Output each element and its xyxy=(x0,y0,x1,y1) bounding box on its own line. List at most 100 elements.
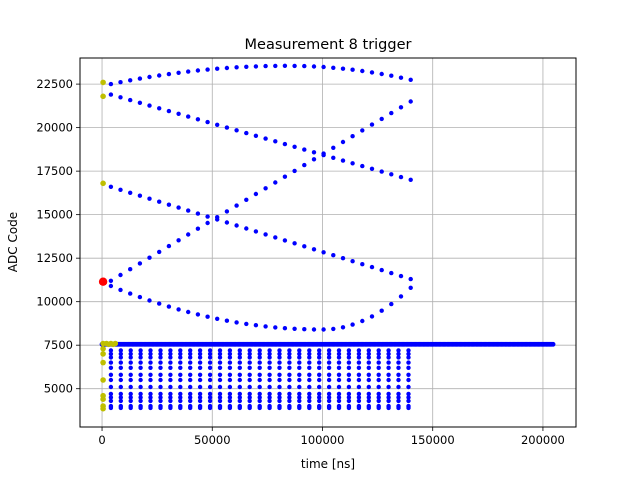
data-point xyxy=(331,145,336,150)
data-point xyxy=(336,395,342,400)
data-point xyxy=(178,365,183,370)
data-point xyxy=(277,398,282,404)
data-point xyxy=(128,97,133,103)
data-point xyxy=(217,372,223,377)
data-point xyxy=(137,100,143,106)
data-point xyxy=(386,365,391,370)
data-point xyxy=(317,405,322,411)
trigger-point xyxy=(98,277,108,286)
data-point xyxy=(217,395,223,400)
data-point xyxy=(118,348,124,353)
data-point xyxy=(346,355,352,360)
data-point xyxy=(297,384,302,390)
data-point xyxy=(336,360,342,365)
data-point xyxy=(406,384,411,390)
data-point xyxy=(267,372,272,377)
data-point xyxy=(227,395,233,400)
data-point xyxy=(346,384,352,390)
highlight-point xyxy=(100,79,106,86)
data-point xyxy=(336,355,342,360)
data-point xyxy=(376,348,381,353)
data-point xyxy=(158,372,163,377)
data-point xyxy=(379,267,384,273)
data-point xyxy=(158,360,163,365)
data-point xyxy=(234,128,239,133)
data-point xyxy=(267,360,272,365)
data-point xyxy=(389,270,394,276)
data-point xyxy=(360,262,365,267)
data-point xyxy=(108,360,114,365)
data-point xyxy=(386,395,391,400)
data-point xyxy=(366,351,371,357)
data-point xyxy=(369,70,375,75)
data-point xyxy=(282,238,288,243)
data-point xyxy=(360,68,365,74)
data-point xyxy=(118,398,124,404)
data-point xyxy=(188,355,193,360)
data-point xyxy=(379,308,384,313)
data-point xyxy=(277,348,282,353)
data-point xyxy=(326,395,332,400)
data-point xyxy=(148,365,153,370)
data-point xyxy=(205,119,210,125)
y-tick-label: 7500 xyxy=(44,338,73,352)
data-point xyxy=(138,377,143,383)
data-point xyxy=(326,365,332,370)
data-point xyxy=(356,348,362,353)
data-point xyxy=(356,395,362,400)
data-point xyxy=(118,351,124,357)
data-point xyxy=(366,355,371,360)
data-point xyxy=(215,215,220,220)
data-point xyxy=(273,63,278,69)
data-point xyxy=(108,355,114,360)
data-point xyxy=(247,405,252,411)
data-point xyxy=(406,355,411,360)
data-point xyxy=(257,360,262,365)
data-point xyxy=(292,144,297,149)
data-point xyxy=(253,229,259,234)
data-point xyxy=(247,395,252,400)
data-point xyxy=(376,384,381,390)
data-point xyxy=(350,161,355,166)
data-point xyxy=(297,351,302,357)
data-point xyxy=(297,398,302,404)
data-point xyxy=(207,391,213,397)
x-axis-ticks: 0 50000 100000 150000 200000 xyxy=(98,427,565,447)
data-point xyxy=(326,405,332,411)
data-point xyxy=(237,372,242,377)
data-point xyxy=(277,355,282,360)
data-point xyxy=(224,318,230,323)
data-point xyxy=(217,360,223,365)
data-point xyxy=(386,355,391,360)
data-point xyxy=(168,372,173,377)
data-point xyxy=(197,355,203,360)
data-point xyxy=(188,391,193,397)
data-point xyxy=(234,203,239,208)
data-point xyxy=(147,103,152,108)
data-point xyxy=(108,377,114,383)
data-point xyxy=(247,377,252,383)
data-point xyxy=(376,405,381,411)
data-point xyxy=(396,377,401,383)
data-point xyxy=(287,360,292,365)
data-point xyxy=(237,391,242,397)
data-point xyxy=(257,405,262,411)
data-point xyxy=(176,307,181,312)
data-point xyxy=(302,244,307,249)
data-point xyxy=(137,193,143,198)
data-point xyxy=(227,351,233,357)
data-point xyxy=(118,377,124,383)
data-point xyxy=(267,384,272,390)
data-point xyxy=(188,398,193,404)
data-point xyxy=(263,136,268,141)
data-point xyxy=(188,372,193,377)
data-point xyxy=(366,377,371,383)
data-point xyxy=(168,348,173,353)
data-point xyxy=(263,186,268,191)
data-point xyxy=(158,395,163,400)
data-point xyxy=(158,365,163,370)
data-point xyxy=(207,351,213,357)
data-point xyxy=(398,174,404,180)
data-point xyxy=(257,377,262,383)
